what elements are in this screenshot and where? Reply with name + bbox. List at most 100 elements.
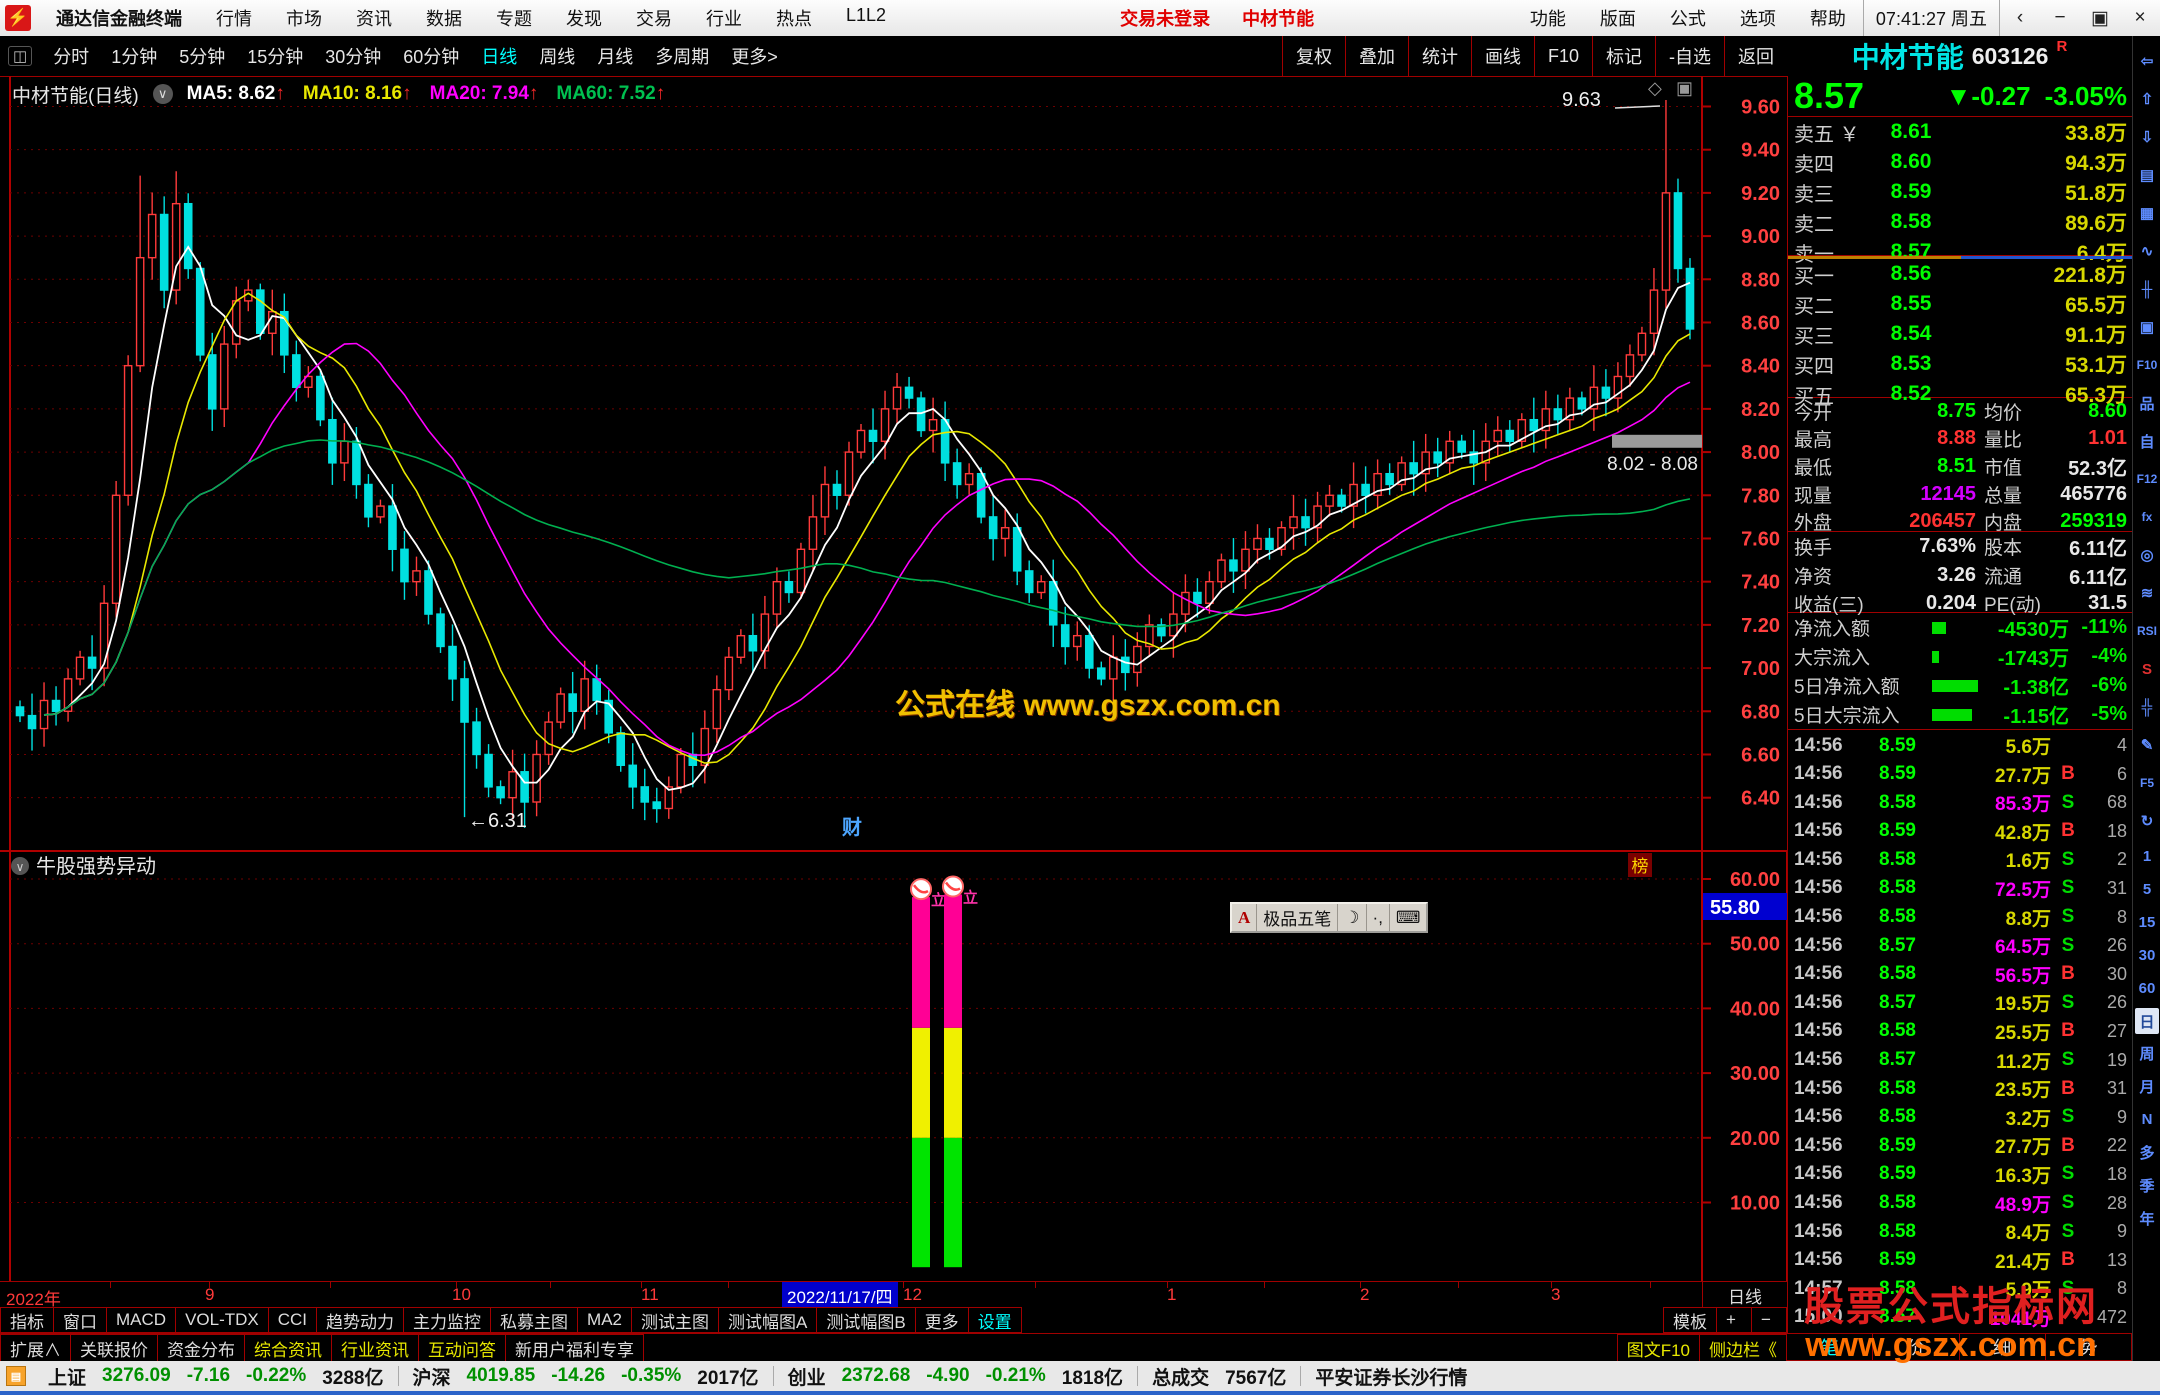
toolbar-button-4[interactable]: F10 (1533, 36, 1592, 76)
mark-diamond-icon[interactable]: ◇ (1648, 78, 1662, 98)
tick-tab-2[interactable]: 细 (1959, 1333, 2046, 1361)
info-tab-4[interactable]: 行业资讯 (332, 1334, 419, 1362)
indicator-tab-2[interactable]: MACD (107, 1307, 177, 1333)
menu-item-0[interactable]: 行情 (216, 9, 252, 29)
toolbar-button-0[interactable]: 复权 (1281, 36, 1345, 76)
index-quote-1[interactable]: 沪深 4019.85 -14.26 -0.35% 2017亿 (399, 1363, 773, 1390)
rank-marker-bg[interactable] (1628, 853, 1652, 877)
ime-name[interactable]: 极品五笔 (1257, 904, 1339, 931)
toolbar-button-3[interactable]: 画线 (1470, 36, 1534, 76)
toolbar-button-2[interactable]: 统计 (1407, 36, 1471, 76)
tick-tab-1[interactable]: 价 (1873, 1333, 1960, 1361)
strip-icon-18[interactable]: ✎ (2140, 737, 2154, 754)
right-menu-item-0[interactable]: 功能 (1529, 9, 1566, 29)
strip-icon-4[interactable]: ▦ (2139, 205, 2155, 222)
mini-window-icon[interactable]: ▣ (1676, 78, 1693, 98)
rank-marker[interactable]: 榜 (1632, 857, 1649, 876)
menu-item-1[interactable]: 市场 (286, 9, 322, 29)
info-right-tab-0[interactable]: 图文F10 (1616, 1334, 1700, 1362)
ime-moon-icon[interactable]: ☽ (1338, 904, 1367, 931)
indicator-tab-3[interactable]: VOL-TDX (176, 1307, 269, 1333)
ime-lang-icon[interactable]: A (1232, 904, 1258, 931)
strip-period-季[interactable]: 季 (2139, 1178, 2155, 1195)
strip-icon-0[interactable]: ⇦ (2140, 53, 2154, 70)
indicator-tab-10[interactable]: 测试幅图A (719, 1307, 818, 1333)
strip-period-15[interactable]: 15 (2138, 914, 2156, 931)
indicator-tab-8[interactable]: MA2 (578, 1307, 632, 1333)
strip-period-30[interactable]: 30 (2138, 947, 2156, 964)
remove-panel-button[interactable]: − (1752, 1307, 1787, 1333)
period-tab-5[interactable]: 60分钟 (403, 47, 460, 67)
strip-period-1[interactable]: 1 (2142, 848, 2152, 865)
menu-item-7[interactable]: 行业 (706, 9, 742, 29)
strip-period-周[interactable]: 周 (2139, 1046, 2155, 1063)
ime-punct-icon[interactable]: ·, (1367, 904, 1390, 931)
minimize-button[interactable]: − (2054, 6, 2066, 28)
period-tab-8[interactable]: 月线 (597, 47, 634, 67)
strip-icon-1[interactable]: ⇧ (2140, 91, 2154, 108)
split-window-icon[interactable]: ◫ (8, 46, 33, 66)
info-tab-0[interactable]: 扩展∧ (0, 1334, 71, 1362)
strip-icon-5[interactable]: ∿ (2140, 243, 2154, 260)
strip-icon-14[interactable]: ≋ (2140, 585, 2154, 602)
period-tab-4[interactable]: 30分钟 (325, 47, 382, 67)
info-tab-5[interactable]: 互动问答 (419, 1334, 506, 1362)
period-tab-3[interactable]: 15分钟 (247, 47, 304, 67)
indicator-tab-5[interactable]: 趋势动力 (317, 1307, 405, 1333)
strip-icon-15[interactable]: RSI (2136, 624, 2157, 638)
toolbar-button-7[interactable]: 返回 (1724, 36, 1787, 76)
tick-tab-3[interactable]: 势 (2045, 1333, 2132, 1361)
strip-icon-17[interactable]: ╬ (2141, 698, 2153, 716)
info-tab-1[interactable]: 关联报价 (71, 1334, 158, 1362)
strip-period-年[interactable]: 年 (2139, 1211, 2155, 1228)
menu-item-4[interactable]: 专题 (496, 9, 532, 29)
strip-icon-11[interactable]: F12 (2136, 472, 2158, 486)
strip-icon-2[interactable]: ⇩ (2140, 129, 2154, 146)
right-menu-item-3[interactable]: 选项 (1739, 9, 1776, 29)
period-tab-0[interactable]: 分时 (53, 47, 90, 67)
info-tab-2[interactable]: 资金分布 (158, 1334, 245, 1362)
news-marker[interactable]: 财 (842, 815, 862, 839)
index-quote-0[interactable]: 上证 3276.09 -7.16 -0.22% 3288亿 (34, 1363, 398, 1390)
strip-icon-12[interactable]: fx (2141, 510, 2153, 524)
strip-period-60[interactable]: 60 (2138, 980, 2156, 997)
menu-item-5[interactable]: 发现 (566, 9, 602, 29)
main-candlestick-chart[interactable]: 9.60 9.40 9.20 9.00 8.80 8.60 8.40 8.20 8.00 7.80… (0, 76, 2132, 850)
indicator-tab-11[interactable]: 测试幅图B (817, 1307, 916, 1333)
right-menu-item-2[interactable]: 公式 (1669, 9, 1706, 29)
strip-icon-3[interactable]: ▤ (2139, 167, 2155, 184)
strip-period-多[interactable]: 多 (2139, 1145, 2155, 1162)
template-button[interactable]: 模板 (1663, 1307, 1717, 1333)
menu-item-6[interactable]: 交易 (636, 9, 672, 29)
indicator-tab-4[interactable]: CCI (268, 1307, 318, 1333)
tick-tab-0[interactable]: 笔 (1787, 1333, 1874, 1361)
strip-period-N[interactable]: N (2141, 1111, 2153, 1128)
indicator-tab-6[interactable]: 主力监控 (404, 1307, 492, 1333)
strip-icon-9[interactable]: 品 (2139, 395, 2155, 413)
strip-icon-16[interactable]: S (2141, 660, 2152, 678)
period-tab-1[interactable]: 1分钟 (111, 47, 158, 67)
info-tab-6[interactable]: 新用户福利专享 (506, 1334, 644, 1362)
strip-icon-13[interactable]: ◎ (2140, 547, 2154, 564)
indicator-tab-12[interactable]: 更多 (915, 1307, 969, 1333)
indicator-tab-13[interactable]: 设置 (968, 1307, 1022, 1333)
strip-icon-20[interactable]: ↻ (2140, 813, 2154, 830)
strip-icon-7[interactable]: ▣ (2139, 319, 2155, 336)
menu-item-8[interactable]: 热点 (776, 9, 812, 29)
toolbar-button-1[interactable]: 叠加 (1344, 36, 1408, 76)
right-menu-item-1[interactable]: 版面 (1599, 9, 1636, 29)
collapse-chevron-icon[interactable]: ∨ (152, 84, 173, 104)
sub-collapse-icon[interactable] (11, 857, 29, 875)
tick-list[interactable]: 14:56 8.59 5.6万 4 14:56 8.59 27.7万 B 6 14:56 8.58 8… (1788, 730, 2133, 1333)
indicator-tab-1[interactable]: 窗口 (54, 1307, 107, 1333)
indicator-tab-9[interactable]: 测试主图 (632, 1307, 719, 1333)
ime-toolbar[interactable]: A 极品五笔 ☽ ·, ⌨ (1230, 902, 1429, 933)
strip-period-月[interactable]: 月 (2139, 1079, 2155, 1096)
period-tab-2[interactable]: 5分钟 (179, 47, 226, 67)
menu-item-2[interactable]: 资讯 (356, 9, 392, 29)
info-tab-3[interactable]: 综合资讯 (245, 1334, 332, 1362)
restore-button[interactable]: ▣ (2091, 7, 2109, 29)
toolbar-button-5[interactable]: 标记 (1592, 36, 1655, 76)
strip-period-日[interactable]: 日 (2135, 1008, 2159, 1034)
close-button[interactable]: × (2134, 6, 2146, 28)
